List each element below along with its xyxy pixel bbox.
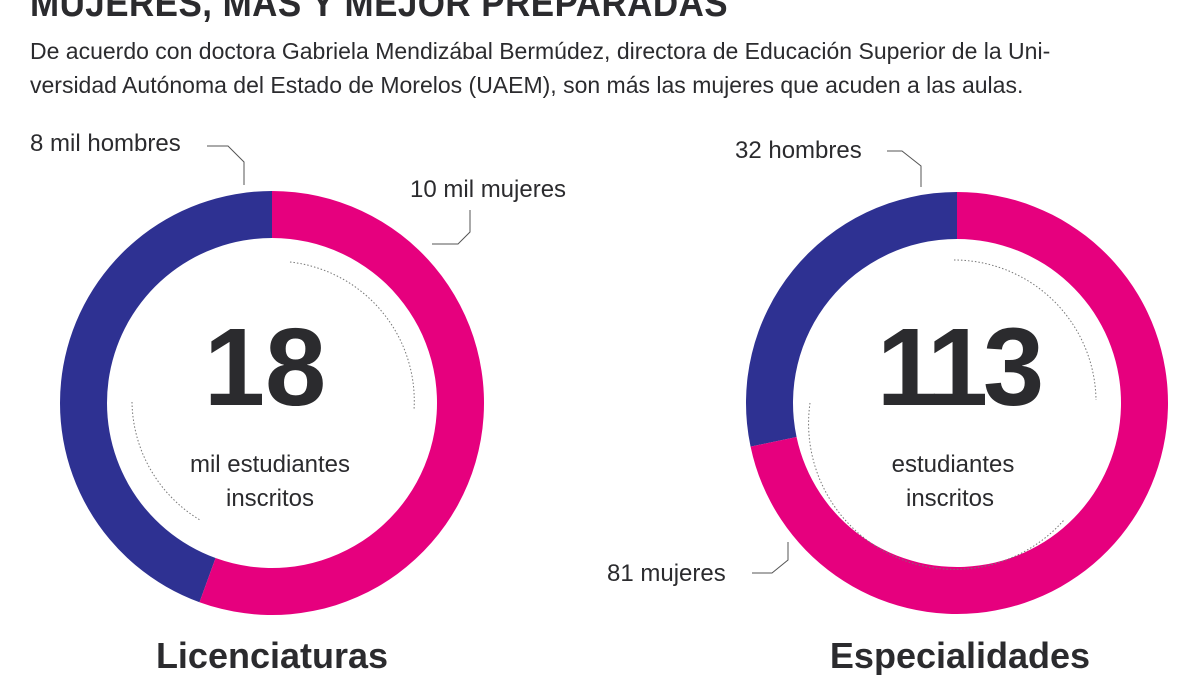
slice-hombres [60, 191, 272, 603]
slice-label-hombres: 8 mil hombres [30, 130, 181, 157]
chart-title: Especialidades [830, 635, 1090, 675]
total-caption-2: inscritos [906, 485, 994, 512]
total-caption-1: mil estudiantes [190, 451, 350, 478]
slice-mujeres [199, 191, 484, 615]
slice-hombres [746, 192, 957, 447]
decorative-dotted-arc [131, 401, 201, 521]
leader-line [207, 145, 245, 185]
total-caption-2: inscritos [226, 485, 314, 512]
total-value: 18 [204, 306, 326, 429]
slice-label-mujeres: 81 mujeres [607, 560, 726, 587]
chart-licenciaturas: 18 mil estudiantes inscritos 8 mil hombr… [30, 130, 566, 675]
slice-label-mujeres: 10 mil mujeres [410, 176, 566, 203]
page-title: MUJERES, MÁS Y MEJOR PREPARADAS [30, 0, 729, 25]
total-value: 113 [877, 306, 1041, 429]
total-caption-1: estudiantes [892, 451, 1015, 478]
leader-line [752, 542, 789, 574]
leader-line [432, 210, 471, 245]
leader-line [887, 150, 922, 187]
decorative-dotted-arc [289, 261, 415, 411]
subtitle-line-1: De acuerdo con doctora Gabriela Mendizáb… [30, 38, 1051, 64]
chart-title: Licenciaturas [156, 635, 388, 675]
decorative-dotted-arc [808, 402, 1065, 570]
chart-especialidades: 113 estudiantes inscritos 32 hombres 81 … [607, 137, 1169, 675]
subtitle-line-2: versidad Autónoma del Estado de Morelos … [30, 72, 1024, 98]
subtitle: De acuerdo con doctora Gabriela Mendizáb… [30, 34, 1190, 102]
slice-label-hombres: 32 hombres [735, 137, 862, 164]
